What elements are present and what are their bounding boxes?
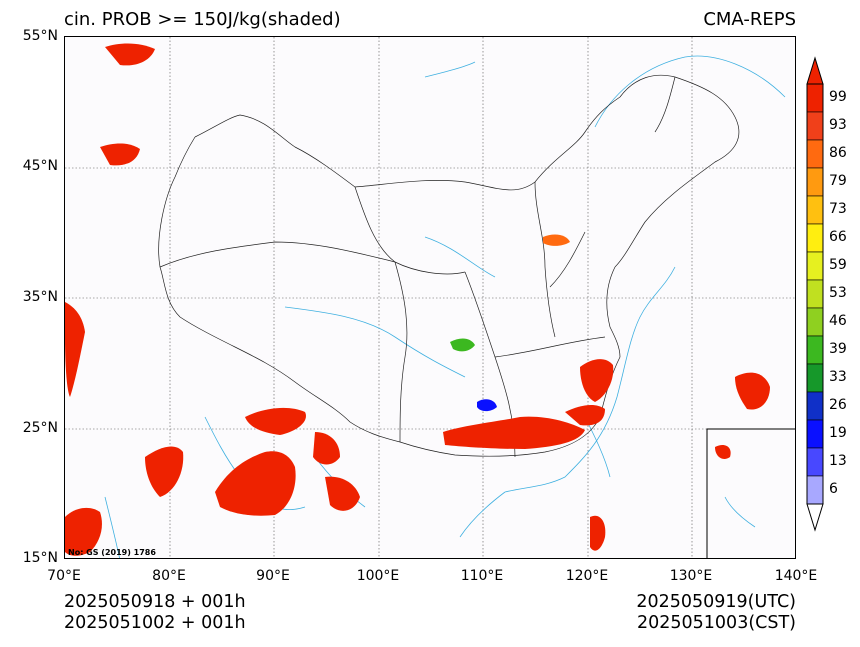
colorbar-label: 26: [829, 397, 847, 413]
init-time-block: 2025050918 + 001h 2025051002 + 001h: [64, 592, 246, 634]
colorbar-label: 99: [829, 89, 847, 105]
colorbar-label: 46: [829, 313, 847, 329]
colorbar-cell: [806, 195, 824, 225]
lon-label-120: 120°E: [565, 568, 609, 584]
colorbar-cell: [806, 167, 824, 197]
lon-label-130: 130°E: [669, 568, 713, 584]
gridlines: [65, 37, 795, 558]
lat-label-35: 35°N: [22, 289, 58, 305]
lon-label-110: 110°E: [460, 568, 504, 584]
colorbar-label: 33: [829, 369, 847, 385]
lon-label-90: 90°E: [256, 568, 290, 584]
colorbar-label: 39: [829, 341, 847, 357]
lat-label-45: 45°N: [22, 158, 58, 174]
colorbar-cell: [806, 419, 824, 449]
lon-label-80: 80°E: [152, 568, 186, 584]
colorbar-cell: [806, 83, 824, 113]
probability-shading: [65, 43, 770, 556]
colorbar-label: 19: [829, 425, 847, 441]
colorbar-cell: [806, 139, 824, 169]
lat-label-55: 55°N: [22, 28, 58, 44]
lat-label-25: 25°N: [22, 420, 58, 436]
chart-title: cin. PROB >= 150J/kg(shaded): [64, 9, 341, 30]
map-panel[interactable]: [64, 36, 796, 559]
valid-time-block: 2025050919(UTC) 2025051003(CST): [636, 592, 796, 634]
colorbar-cell: [806, 335, 824, 365]
valid-time-cst: 2025051003(CST): [636, 613, 796, 633]
colorbar-cell: [806, 111, 824, 141]
model-name: CMA-REPS: [703, 9, 796, 30]
lon-label-140: 140°E: [774, 568, 818, 584]
colorbar-label: 6: [829, 481, 838, 497]
colorbar-cell: [806, 363, 824, 393]
coastlines: [104, 55, 786, 558]
colorbar-cell: [806, 251, 824, 281]
lat-label-15: 15°N: [22, 550, 58, 566]
valid-time-utc: 2025050919(UTC): [636, 592, 796, 612]
lon-label-70: 70°E: [47, 568, 81, 584]
colorbar-label: 66: [829, 229, 847, 245]
colorbar-label: 53: [829, 285, 847, 301]
init-time-cst: 2025051002 + 001h: [64, 613, 246, 633]
colorbar-label: 86: [829, 145, 847, 161]
colorbar-cell: [806, 447, 824, 477]
colorbar: [806, 56, 824, 532]
colorbar-cell: [806, 279, 824, 309]
map-approval-note: No: GS (2019) 1786: [68, 548, 156, 557]
init-time-utc: 2025050918 + 001h: [64, 592, 246, 612]
lon-label-100: 100°E: [356, 568, 400, 584]
colorbar-label: 93: [829, 117, 847, 133]
colorbar-cell: [806, 391, 824, 421]
map-canvas: [65, 37, 795, 558]
colorbar-label: 59: [829, 257, 847, 273]
colorbar-extend-bottom: [806, 503, 824, 532]
south-china-sea-inset: [706, 428, 795, 558]
colorbar-label: 13: [829, 453, 847, 469]
colorbar-cell: [806, 475, 824, 505]
colorbar-label: 73: [829, 201, 847, 217]
boundaries: [158, 74, 740, 458]
colorbar-cell: [806, 307, 824, 337]
colorbar-cell: [806, 223, 824, 253]
colorbar-extend-top: [806, 56, 824, 85]
colorbar-label: 79: [829, 173, 847, 189]
